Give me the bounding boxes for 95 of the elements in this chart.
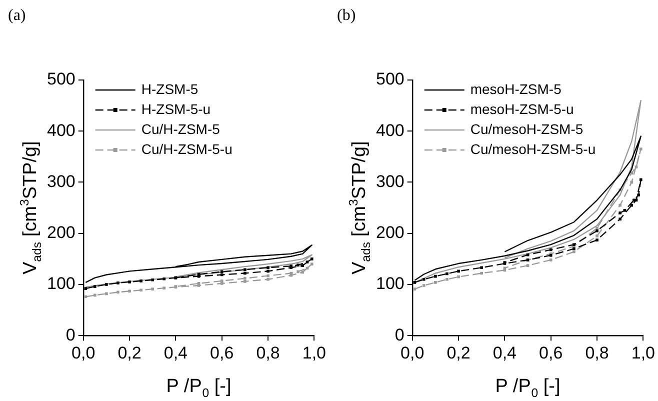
x-tick-label: 0,6 <box>210 343 234 362</box>
y-tick-label: 400 <box>376 120 404 140</box>
point <box>301 270 304 274</box>
point <box>84 287 88 290</box>
legend-label: mesoH-ZSM-5-u <box>470 100 574 117</box>
point <box>220 273 224 276</box>
y-axis-title: Vads [cm3STP/g] <box>17 141 44 274</box>
legend-label: Cu/mesoH-ZSM-5 <box>470 120 584 137</box>
point <box>446 272 448 276</box>
y-tick-label: 100 <box>376 274 404 294</box>
point <box>220 279 224 282</box>
y-tick-label: 200 <box>376 223 404 242</box>
y-axis-title: Vads [cm3STP/g] <box>346 141 373 274</box>
point <box>618 218 622 220</box>
x-tick-label: 0,2 <box>446 343 470 362</box>
point <box>572 247 576 250</box>
legend-label: Cu/mesoH-ZSM-5-u <box>470 140 596 157</box>
y-tick-label: 0 <box>66 325 76 344</box>
point <box>266 274 270 278</box>
point <box>572 250 576 254</box>
point <box>630 204 634 207</box>
y-tick-label: 300 <box>376 172 404 191</box>
point <box>220 282 224 285</box>
point <box>639 148 642 150</box>
point <box>128 280 131 284</box>
point <box>162 277 166 280</box>
y-tick-label: 400 <box>46 120 76 140</box>
point <box>301 264 304 267</box>
point <box>266 266 270 270</box>
point <box>105 283 108 286</box>
point <box>413 281 416 284</box>
x-tick-label: 0,8 <box>256 343 280 362</box>
x-tick-label: 0,2 <box>118 343 142 362</box>
point <box>526 264 530 267</box>
x-tick-label: 0,4 <box>492 343 517 362</box>
point <box>480 272 484 275</box>
point <box>116 290 120 294</box>
x-tick-label: 1,0 <box>631 343 656 362</box>
legend-label: H-ZSM-5 <box>141 80 198 97</box>
legend-label: mesoH-ZSM-5 <box>470 80 562 97</box>
point <box>596 226 598 230</box>
point <box>220 270 224 274</box>
y-tick-label: 300 <box>46 172 76 191</box>
legend-label: Cu/H-ZSM-5 <box>141 120 220 137</box>
point <box>93 285 96 288</box>
point <box>296 270 300 274</box>
point <box>310 258 314 260</box>
point <box>422 284 426 287</box>
point <box>618 204 622 207</box>
point <box>105 292 108 296</box>
x-tick-label: 0,0 <box>400 343 424 362</box>
x-tick-label: 1,0 <box>302 343 326 362</box>
point <box>549 258 552 262</box>
point <box>639 178 642 182</box>
x-tick-label: 0,8 <box>585 343 609 362</box>
point <box>434 274 437 278</box>
point <box>306 260 309 264</box>
point <box>457 270 460 273</box>
line-series <box>84 262 314 298</box>
legend-label: Cu/H-ZSM-5-u <box>141 140 232 157</box>
y-tick-label: 500 <box>46 70 76 89</box>
y-tick-label: 0 <box>394 325 404 344</box>
x-tick-label: 0,0 <box>72 343 96 362</box>
point <box>310 262 314 266</box>
point <box>244 268 246 272</box>
point <box>596 229 598 232</box>
point <box>140 288 142 292</box>
point <box>623 208 626 212</box>
point <box>151 278 154 282</box>
point <box>422 278 426 281</box>
point <box>446 278 448 281</box>
point <box>266 270 270 273</box>
point <box>632 198 636 202</box>
point <box>630 180 634 184</box>
x-tick-label: 0,4 <box>164 343 188 362</box>
point <box>549 248 552 252</box>
point <box>162 286 166 290</box>
point <box>244 272 246 275</box>
point <box>434 281 437 284</box>
point <box>244 276 246 280</box>
y-tick-label: 100 <box>46 274 76 294</box>
point <box>128 290 131 293</box>
point <box>457 275 460 278</box>
chart-title: (b) <box>337 7 356 24</box>
point <box>618 212 622 214</box>
point <box>306 266 309 270</box>
chart-title: (a) <box>8 7 26 24</box>
point <box>634 165 638 168</box>
y-tick-label: 500 <box>376 70 404 89</box>
x-tick-label: 0,6 <box>539 343 563 362</box>
point <box>116 282 120 284</box>
y-tick-label: 200 <box>46 223 76 242</box>
legend-label: H-ZSM-5-u <box>141 100 211 117</box>
point <box>480 266 484 270</box>
point <box>93 294 96 297</box>
